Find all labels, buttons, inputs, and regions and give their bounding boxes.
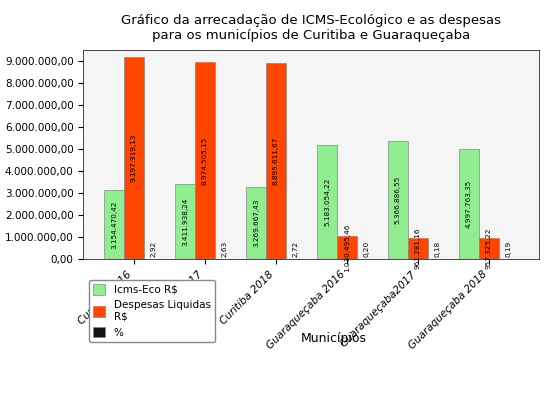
Text: 3.411.938,24: 3.411.938,24 bbox=[182, 197, 188, 246]
Text: 5.366.886,55: 5.366.886,55 bbox=[395, 176, 401, 224]
Text: 1.030.495,46: 1.030.495,46 bbox=[344, 224, 350, 272]
Bar bbox=[195, 62, 215, 259]
Text: 2,92: 2,92 bbox=[151, 240, 157, 257]
Text: 2,63: 2,63 bbox=[222, 240, 228, 257]
Bar bbox=[317, 145, 337, 259]
Bar bbox=[104, 190, 124, 259]
Text: 0,20: 0,20 bbox=[364, 240, 370, 257]
Bar bbox=[388, 141, 408, 259]
Text: 3.269.667,43: 3.269.667,43 bbox=[253, 199, 259, 247]
Text: 957.325,22: 957.325,22 bbox=[486, 228, 492, 269]
Bar bbox=[175, 184, 195, 259]
Y-axis label: R$: R$ bbox=[0, 146, 1, 163]
Text: 9.197.919,13: 9.197.919,13 bbox=[131, 134, 137, 182]
Text: 0,19: 0,19 bbox=[505, 240, 512, 257]
Text: 2,72: 2,72 bbox=[293, 240, 299, 257]
Text: 8.895.611,67: 8.895.611,67 bbox=[273, 137, 279, 186]
Title: Gráfico da arrecadação de ICMS-Ecológico e as despesas
para os municípios de Cur: Gráfico da arrecadação de ICMS-Ecológico… bbox=[121, 14, 502, 42]
Bar bbox=[479, 238, 499, 259]
Text: 3.154.470,42: 3.154.470,42 bbox=[111, 200, 117, 249]
Bar bbox=[337, 237, 357, 259]
Text: 8.974.505,15: 8.974.505,15 bbox=[202, 136, 208, 185]
Bar bbox=[266, 64, 286, 259]
Legend: Icms-Eco R$, Despesas Liquidas
R$, %: Icms-Eco R$, Despesas Liquidas R$, % bbox=[88, 280, 215, 342]
Bar bbox=[459, 149, 479, 259]
Text: 0,18: 0,18 bbox=[435, 240, 441, 257]
Text: 4.997.763,35: 4.997.763,35 bbox=[466, 180, 472, 228]
Bar bbox=[124, 57, 144, 259]
Text: 5.183.054,22: 5.183.054,22 bbox=[324, 178, 330, 226]
Text: Municípios: Municípios bbox=[301, 332, 367, 345]
Bar bbox=[246, 187, 266, 259]
Text: 961.281,16: 961.281,16 bbox=[415, 228, 421, 269]
Bar bbox=[408, 238, 428, 259]
